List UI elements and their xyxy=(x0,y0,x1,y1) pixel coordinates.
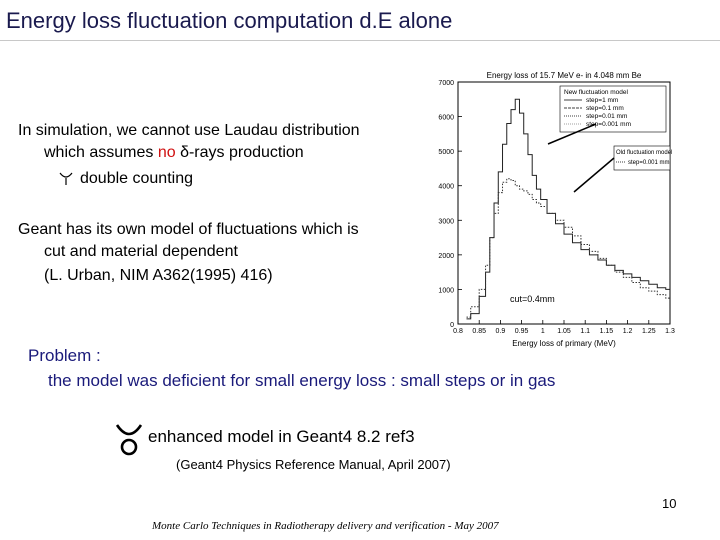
implies-arrow-small-icon xyxy=(59,172,73,185)
legend-new-entry: step=1 mm xyxy=(586,97,618,104)
para2-line1: Geant has its own model of fluctuations … xyxy=(18,221,359,238)
footer-text: Monte Carlo Techniques in Radiotherapy d… xyxy=(152,520,499,532)
cut-annotation: cut=0.4mm xyxy=(510,294,555,304)
x-tick-label: 0.95 xyxy=(515,328,529,335)
series-line-new-model xyxy=(466,98,670,320)
chart-title: Energy loss of 15.7 MeV e- in 4.048 mm B… xyxy=(487,71,642,80)
page-number: 10 xyxy=(662,496,677,511)
legend-old-box xyxy=(613,145,671,171)
arrow-old-model xyxy=(573,157,615,193)
para2-line2: cut and material dependent xyxy=(44,243,238,260)
legend-old-entry: step=0.001 mm xyxy=(628,160,670,166)
y-tick-label: 5000 xyxy=(438,149,454,156)
para1-line2-post: δ-rays production xyxy=(175,144,304,161)
arrow-new-model xyxy=(547,123,597,145)
x-tick-label: 0.8 xyxy=(453,328,463,335)
y-tick-label: 0 xyxy=(450,322,454,329)
implies-arrow-large-icon xyxy=(115,424,143,456)
y-tick-label: 1000 xyxy=(438,287,454,294)
x-tick-label: 1.25 xyxy=(642,328,656,335)
x-tick-label: 1.05 xyxy=(557,328,571,335)
para2-line3: (L. Urban, NIM A362(1995) 416) xyxy=(44,267,273,284)
enhanced-text: enhanced model in Geant4 8.2 ref3 xyxy=(148,427,415,446)
para1-line1: In simulation, we cannot use Laudau dist… xyxy=(18,122,360,139)
legend-new-entry: step=0.1 mm xyxy=(586,105,624,112)
para1-no-word: no xyxy=(157,144,176,161)
x-tick-label: 1 xyxy=(541,328,545,335)
problem-label: Problem : xyxy=(28,346,101,365)
series-line-old-model xyxy=(466,178,670,318)
y-tick-label: 2000 xyxy=(438,253,454,260)
energy-loss-chart: Energy loss of 15.7 MeV e- in 4.048 mm B… xyxy=(438,71,675,348)
y-tick-label: 4000 xyxy=(438,184,454,191)
manual-reference: (Geant4 Physics Reference Manual, April … xyxy=(176,457,451,472)
legend-new-entry: step=0.01 mm xyxy=(586,113,627,120)
para1-line3: double counting xyxy=(80,170,193,187)
x-axis-label: Energy loss of primary (MeV) xyxy=(512,339,616,348)
x-tick-label: 1.1 xyxy=(580,328,590,335)
legend-new-entry: step=0.001 mm xyxy=(586,121,631,128)
para1-line2-pre: which assumes xyxy=(44,144,158,161)
x-tick-label: 1.3 xyxy=(665,328,675,335)
slide-title: Energy loss fluctuation computation d.E … xyxy=(6,8,453,33)
x-tick-label: 0.9 xyxy=(496,328,506,335)
x-tick-label: 0.85 xyxy=(472,328,486,335)
legend-old-title: Old fluctuation model xyxy=(616,150,672,156)
problem-text: the model was deficient for small energy… xyxy=(48,371,556,390)
legend-new-title: New fluctuation model xyxy=(564,89,629,96)
y-tick-label: 3000 xyxy=(438,218,454,225)
y-tick-label: 7000 xyxy=(438,80,454,87)
x-tick-label: 1.2 xyxy=(623,328,633,335)
x-tick-label: 1.15 xyxy=(600,328,614,335)
legend-new-box xyxy=(559,85,667,133)
para1-line2: which assumes no δ-rays production xyxy=(44,144,304,162)
y-tick-label: 6000 xyxy=(438,115,454,122)
title-divider xyxy=(0,40,720,41)
